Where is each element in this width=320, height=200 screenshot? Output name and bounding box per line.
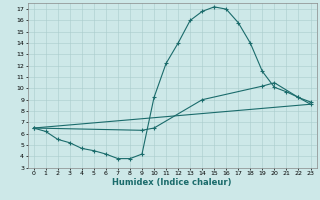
X-axis label: Humidex (Indice chaleur): Humidex (Indice chaleur) bbox=[112, 178, 232, 187]
